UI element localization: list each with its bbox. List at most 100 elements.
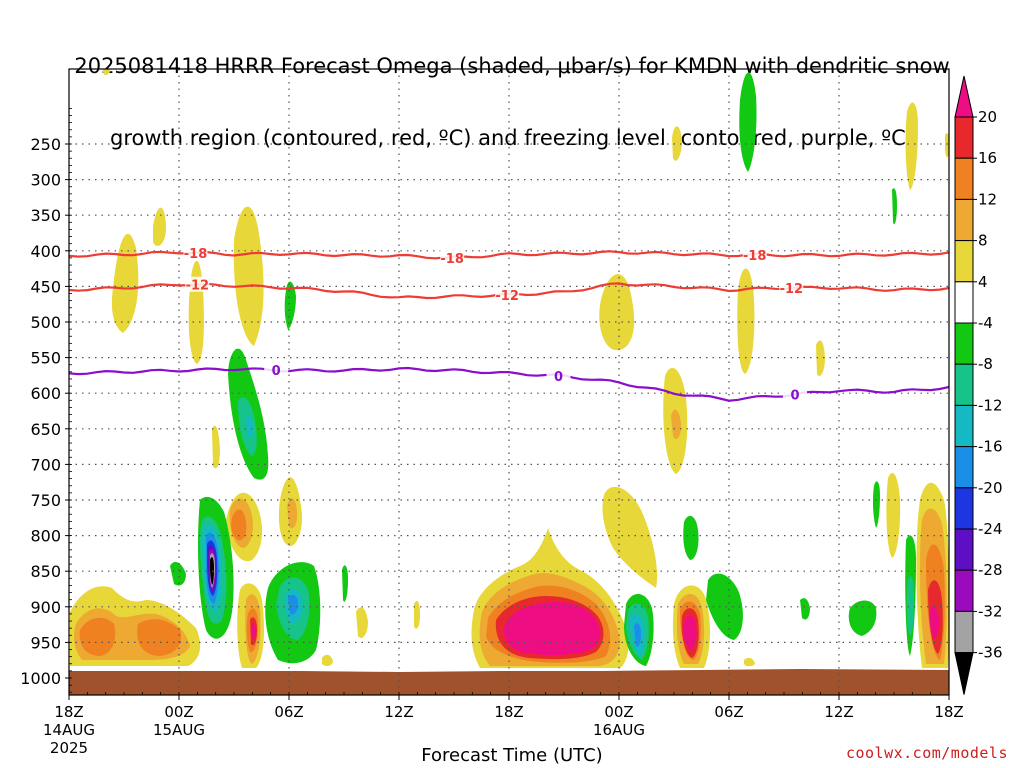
colorbar-swatch [954, 404, 974, 448]
omega-region [414, 600, 420, 629]
omega-region [905, 102, 918, 190]
omega-region [153, 207, 166, 246]
contour-label-bg [264, 362, 289, 378]
x-tick-label: 12Z [384, 703, 413, 721]
omega-region [251, 624, 256, 639]
omega-region [288, 594, 298, 615]
omega-region [103, 69, 110, 75]
colorbar-tick-label: 12 [978, 190, 997, 208]
omega-region [111, 233, 139, 333]
omega-region [816, 340, 825, 377]
omega-region [800, 598, 810, 620]
credit-text[interactable]: coolwx.com/models [845, 744, 1008, 762]
y-tick-label: 700 [30, 455, 61, 474]
colorbar-tick-label: 8 [978, 232, 988, 250]
omega-region [342, 565, 348, 602]
contour-label-bg [185, 276, 210, 292]
omega-region [137, 619, 182, 656]
contour-label-bg [183, 244, 208, 260]
omega-region [634, 623, 641, 647]
colorbar-tick-label: -20 [978, 479, 1003, 497]
y-tick-label: 250 [30, 135, 61, 154]
colorbar-swatch [954, 528, 974, 571]
x-tick-label: 06Z [714, 703, 743, 721]
contour-label: 0 [790, 388, 799, 403]
chart-title-line2: growth region (contoured, red, ºC) and f… [110, 126, 914, 150]
contour-label: 0 [272, 364, 281, 379]
x-tick-label: 15AUG [153, 721, 205, 739]
x-tick-label: 18Z [934, 703, 963, 721]
contour-line-neg18 [69, 250, 949, 260]
colorbar-tick-label: -36 [978, 644, 1003, 662]
omega-region [602, 486, 658, 588]
temperature-contours: -18 -18 -18 -12 -12 -12 0 0 0 [69, 244, 949, 403]
y-tick-label: 500 [30, 313, 61, 332]
contour-label: -18 [184, 247, 208, 262]
x-tick-label: 12Z [824, 703, 853, 721]
colorbar-swatch [954, 569, 974, 612]
contour-label-bg [742, 247, 767, 263]
y-tick-label: 400 [30, 242, 61, 261]
colorbar-tick-label: 4 [978, 273, 988, 291]
x-tick-label: 06Z [274, 703, 303, 721]
colorbar-tick-label: -32 [978, 602, 1003, 620]
colorbar-tick-label: 20 [978, 108, 997, 126]
contour-label-bg [783, 386, 807, 402]
omega-region [737, 268, 755, 374]
x-tick-label: 18Z [494, 703, 523, 721]
omega-region [503, 602, 601, 655]
x-tick-label: 00Z [604, 703, 633, 721]
contour-label-bg [495, 286, 520, 302]
colorbar-swatch [954, 487, 974, 530]
omega-region [284, 281, 296, 330]
colorbar-tick-label: -4 [978, 314, 993, 332]
chart-title-line1: 2025081418 HRRR Forecast Omega (shaded, … [74, 54, 950, 78]
contour-label: -18 [743, 249, 767, 264]
colorbar-swatch [954, 322, 974, 365]
colorbar-tick-label: -12 [978, 396, 1003, 414]
contour-label: -12 [186, 279, 210, 294]
contour-label-bg [546, 367, 571, 383]
omega-region [599, 274, 635, 351]
omega-region [231, 509, 247, 541]
y-tick-label: 900 [30, 598, 61, 617]
contour-label: -12 [780, 282, 804, 297]
omega-region [356, 607, 368, 639]
colorbar-swatch [954, 240, 974, 283]
y-tick-label: 850 [30, 562, 61, 581]
omega-region [212, 425, 220, 469]
omega-region [233, 206, 264, 346]
colorbar: 20 16 12 8 4 -4 -8 -12 -16 -20 -24 -28 -32 -36 [954, 75, 1003, 695]
x-tick-label: 2025 [50, 739, 88, 757]
omega-region [739, 72, 757, 172]
omega-region [170, 561, 186, 586]
colorbar-swatch [954, 363, 974, 406]
colorbar-swatch [954, 157, 974, 200]
colorbar-bottom-arrow [954, 652, 974, 695]
y-tick-label: 550 [30, 349, 61, 368]
y-tick-label: 1000 [20, 669, 61, 688]
x-axis-label: Forecast Time (UTC) [421, 745, 603, 766]
contour-label-bg [779, 279, 804, 295]
omega-region [929, 605, 939, 639]
y-tick-label: 600 [30, 384, 61, 403]
contour-label: 0 [554, 370, 563, 385]
x-tick-label: 00Z [164, 703, 193, 721]
omega-region [322, 654, 333, 667]
y-tick-label: 950 [30, 633, 61, 652]
colorbar-tick-label: -16 [978, 438, 1003, 456]
omega-region [79, 617, 116, 656]
colorbar-swatch [954, 281, 974, 324]
omega-region [872, 481, 880, 528]
contour-label: -12 [495, 289, 519, 304]
colorbar-tick-label: 16 [978, 149, 997, 167]
omega-region [744, 657, 755, 667]
x-tick-label: 18Z [54, 703, 83, 721]
omega-region [683, 515, 699, 560]
omega-region [672, 126, 682, 161]
y-tick-label: 300 [30, 171, 61, 190]
omega-region [848, 600, 877, 636]
omega-region [246, 415, 254, 438]
colorbar-tick-label: -8 [978, 355, 993, 373]
